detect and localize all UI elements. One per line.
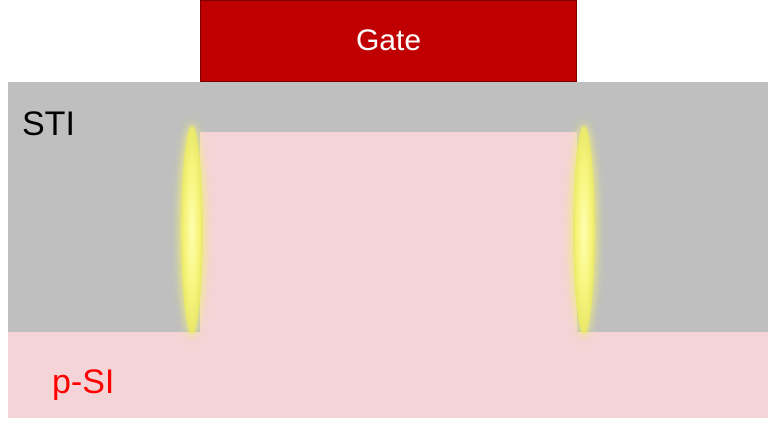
p-si-substrate (8, 332, 768, 418)
left-edge-glow (181, 126, 203, 334)
substrate-label: p-SI (52, 363, 115, 401)
silicon-channel-fin (200, 132, 577, 332)
gate-label: Gate (355, 24, 422, 57)
sti-label: STI (22, 105, 75, 143)
gate-electrode: Gate (200, 0, 577, 82)
right-edge-glow (573, 126, 595, 334)
